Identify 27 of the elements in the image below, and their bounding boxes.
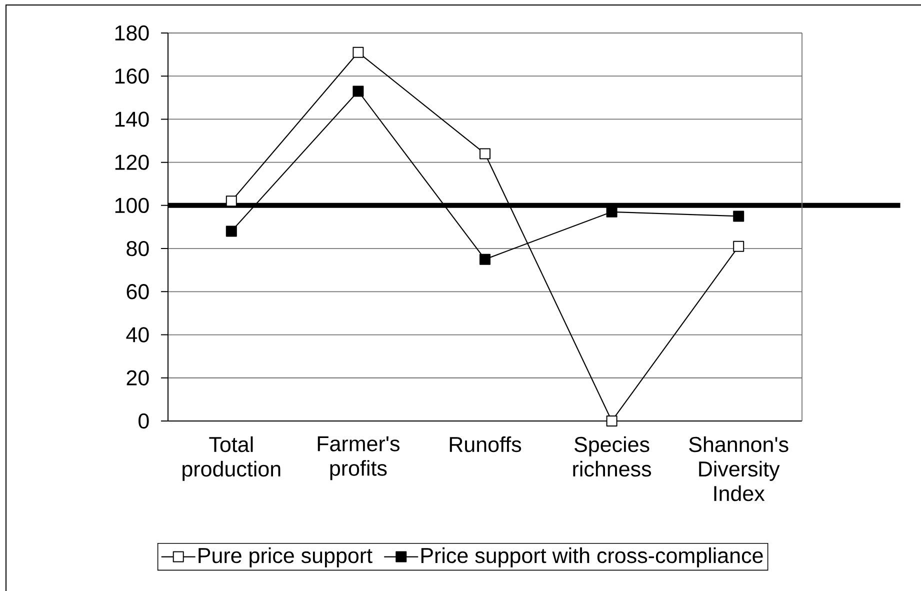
y-tick-label: 100: [115, 198, 149, 214]
point: [733, 210, 744, 222]
point: [226, 196, 237, 207]
point: [480, 254, 490, 265]
point: [733, 240, 744, 252]
y-tick-label: 140: [115, 112, 149, 127]
legend-label: Price support with cross-compliance: [421, 547, 763, 568]
y-tick-label: 160: [115, 68, 149, 84]
y-tick-label: 120: [115, 154, 149, 170]
x-tick-label: Runoffs: [450, 436, 522, 452]
x-tick-label: Farmer's profits: [318, 436, 400, 480]
y-tick-label: 80: [126, 240, 149, 256]
y-tick-label: 60: [126, 284, 149, 300]
y-tick-label: 180: [115, 25, 149, 41]
y-tick-label: 0: [138, 413, 149, 429]
point: [606, 206, 618, 218]
x-tick-label: Species richness: [573, 436, 652, 477]
y-tick-label: 40: [126, 327, 149, 342]
point: [480, 148, 490, 160]
point: [606, 415, 618, 426]
point: [226, 226, 237, 237]
x-tick-label: Shannon's Diversity Index: [689, 436, 788, 502]
point: [352, 86, 364, 97]
y-tick-label: 20: [126, 370, 149, 386]
legend-label: Pure price support: [198, 547, 372, 568]
point: [352, 46, 364, 58]
x-tick-label: Total production: [182, 436, 280, 481]
